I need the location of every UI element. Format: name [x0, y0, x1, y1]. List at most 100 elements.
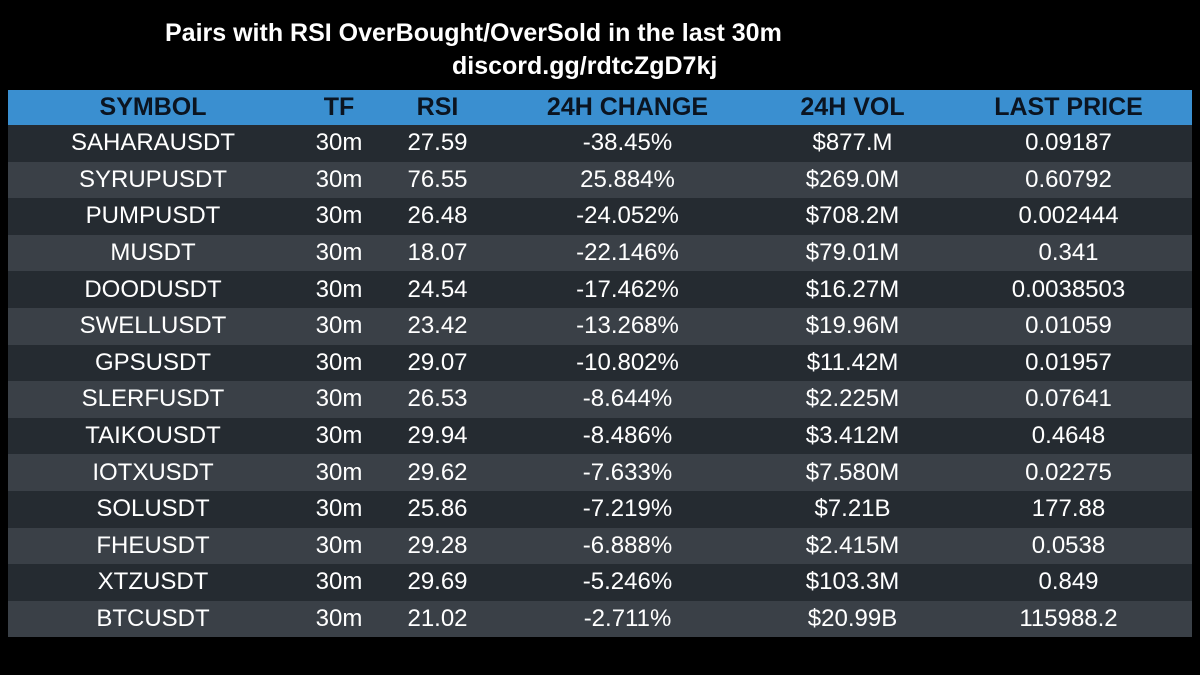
cell-24h-change: -7.633% — [495, 454, 760, 491]
cell-tf: 30m — [298, 417, 380, 455]
cell-tf: 30m — [298, 344, 380, 382]
table-row: DOODUSDT 30m 24.54 -17.462% $16.27M 0.00… — [8, 271, 1192, 308]
column-header-symbol: SYMBOL — [8, 90, 298, 125]
cell-tf: 30m — [298, 125, 380, 162]
cell-last-price: 0.0538 — [945, 527, 1192, 565]
cell-24h-vol: $7.21B — [760, 490, 945, 528]
cell-last-price: 177.88 — [945, 490, 1192, 528]
table-row: SWELLUSDT 30m 23.42 -13.268% $19.96M 0.0… — [8, 307, 1192, 345]
table-row: SLERFUSDT 30m 26.53 -8.644% $2.225M 0.07… — [8, 381, 1192, 418]
cell-rsi: 29.94 — [380, 417, 495, 455]
cell-symbol: SYRUPUSDT — [8, 161, 298, 199]
cell-tf: 30m — [298, 381, 380, 418]
table-row: FHEUSDT 30m 29.28 -6.888% $2.415M 0.0538 — [8, 527, 1192, 565]
cell-symbol: BTCUSDT — [8, 600, 298, 638]
cell-24h-change: -8.486% — [495, 417, 760, 455]
cell-24h-change: -38.45% — [495, 125, 760, 162]
column-header-rsi: RSI — [380, 90, 495, 125]
cell-24h-vol: $2.415M — [760, 527, 945, 565]
table-row: MUSDT 30m 18.07 -22.146% $79.01M 0.341 — [8, 234, 1192, 272]
cell-rsi: 21.02 — [380, 600, 495, 638]
cell-24h-change: -7.219% — [495, 490, 760, 528]
cell-last-price: 0.09187 — [945, 125, 1192, 162]
cell-24h-change: -2.711% — [495, 600, 760, 638]
cell-last-price: 0.02275 — [945, 454, 1192, 491]
cell-last-price: 0.01059 — [945, 307, 1192, 345]
table-row: BTCUSDT 30m 21.02 -2.711% $20.99B 115988… — [8, 600, 1192, 638]
cell-last-price: 0.341 — [945, 234, 1192, 272]
cell-symbol: MUSDT — [8, 234, 298, 272]
cell-symbol: TAIKOUSDT — [8, 417, 298, 455]
cell-tf: 30m — [298, 234, 380, 272]
rsi-pairs-table: SYMBOL TF RSI 24H CHANGE 24H VOL LAST PR… — [8, 90, 1192, 638]
cell-rsi: 29.62 — [380, 454, 495, 491]
page-title: Pairs with RSI OverBought/OverSold in th… — [165, 19, 782, 47]
cell-24h-vol: $103.3M — [760, 564, 945, 601]
cell-24h-vol: $269.0M — [760, 161, 945, 199]
cell-last-price: 0.07641 — [945, 381, 1192, 418]
cell-24h-change: 25.884% — [495, 161, 760, 199]
cell-24h-vol: $708.2M — [760, 198, 945, 235]
cell-tf: 30m — [298, 600, 380, 638]
cell-tf: 30m — [298, 271, 380, 308]
column-header-24h-change: 24H CHANGE — [495, 90, 760, 125]
cell-24h-change: -13.268% — [495, 307, 760, 345]
cell-rsi: 25.86 — [380, 490, 495, 528]
cell-24h-change: -5.246% — [495, 564, 760, 601]
discord-link: discord.gg/rdtcZgD7kj — [452, 52, 718, 80]
cell-tf: 30m — [298, 307, 380, 345]
cell-24h-vol: $11.42M — [760, 344, 945, 382]
cell-symbol: PUMPUSDT — [8, 198, 298, 235]
cell-symbol: SLERFUSDT — [8, 381, 298, 418]
cell-rsi: 27.59 — [380, 125, 495, 162]
table-header-row: SYMBOL TF RSI 24H CHANGE 24H VOL LAST PR… — [8, 90, 1192, 125]
cell-24h-vol: $20.99B — [760, 600, 945, 638]
column-header-24h-vol: 24H VOL — [760, 90, 945, 125]
cell-symbol: SAHARAUSDT — [8, 125, 298, 162]
table-row: SOLUSDT 30m 25.86 -7.219% $7.21B 177.88 — [8, 490, 1192, 528]
cell-rsi: 29.07 — [380, 344, 495, 382]
cell-24h-vol: $2.225M — [760, 381, 945, 418]
cell-24h-change: -6.888% — [495, 527, 760, 565]
cell-symbol: DOODUSDT — [8, 271, 298, 308]
cell-last-price: 0.60792 — [945, 161, 1192, 199]
column-header-last-price: LAST PRICE — [945, 90, 1192, 125]
cell-symbol: XTZUSDT — [8, 564, 298, 601]
cell-tf: 30m — [298, 454, 380, 491]
cell-tf: 30m — [298, 564, 380, 601]
cell-last-price: 0.002444 — [945, 198, 1192, 235]
cell-symbol: SWELLUSDT — [8, 307, 298, 345]
cell-rsi: 29.69 — [380, 564, 495, 601]
cell-24h-change: -8.644% — [495, 381, 760, 418]
cell-rsi: 26.53 — [380, 381, 495, 418]
table-row: SYRUPUSDT 30m 76.55 25.884% $269.0M 0.60… — [8, 161, 1192, 199]
cell-24h-change: -22.146% — [495, 234, 760, 272]
table-row: GPSUSDT 30m 29.07 -10.802% $11.42M 0.019… — [8, 344, 1192, 382]
cell-rsi: 76.55 — [380, 161, 495, 199]
cell-rsi: 24.54 — [380, 271, 495, 308]
table-row: TAIKOUSDT 30m 29.94 -8.486% $3.412M 0.46… — [8, 417, 1192, 455]
table-row: PUMPUSDT 30m 26.48 -24.052% $708.2M 0.00… — [8, 198, 1192, 235]
cell-rsi: 29.28 — [380, 527, 495, 565]
column-header-tf: TF — [298, 90, 380, 125]
cell-24h-vol: $19.96M — [760, 307, 945, 345]
cell-rsi: 23.42 — [380, 307, 495, 345]
table-row: SAHARAUSDT 30m 27.59 -38.45% $877.M 0.09… — [8, 125, 1192, 162]
cell-last-price: 0.849 — [945, 564, 1192, 601]
cell-tf: 30m — [298, 161, 380, 199]
cell-24h-change: -24.052% — [495, 198, 760, 235]
cell-24h-change: -10.802% — [495, 344, 760, 382]
cell-symbol: GPSUSDT — [8, 344, 298, 382]
cell-rsi: 26.48 — [380, 198, 495, 235]
cell-symbol: SOLUSDT — [8, 490, 298, 528]
cell-last-price: 0.01957 — [945, 344, 1192, 382]
cell-tf: 30m — [298, 527, 380, 565]
cell-symbol: FHEUSDT — [8, 527, 298, 565]
cell-tf: 30m — [298, 198, 380, 235]
cell-last-price: 0.0038503 — [945, 271, 1192, 308]
cell-rsi: 18.07 — [380, 234, 495, 272]
cell-last-price: 0.4648 — [945, 417, 1192, 455]
cell-24h-vol: $3.412M — [760, 417, 945, 455]
cell-24h-vol: $877.M — [760, 125, 945, 162]
